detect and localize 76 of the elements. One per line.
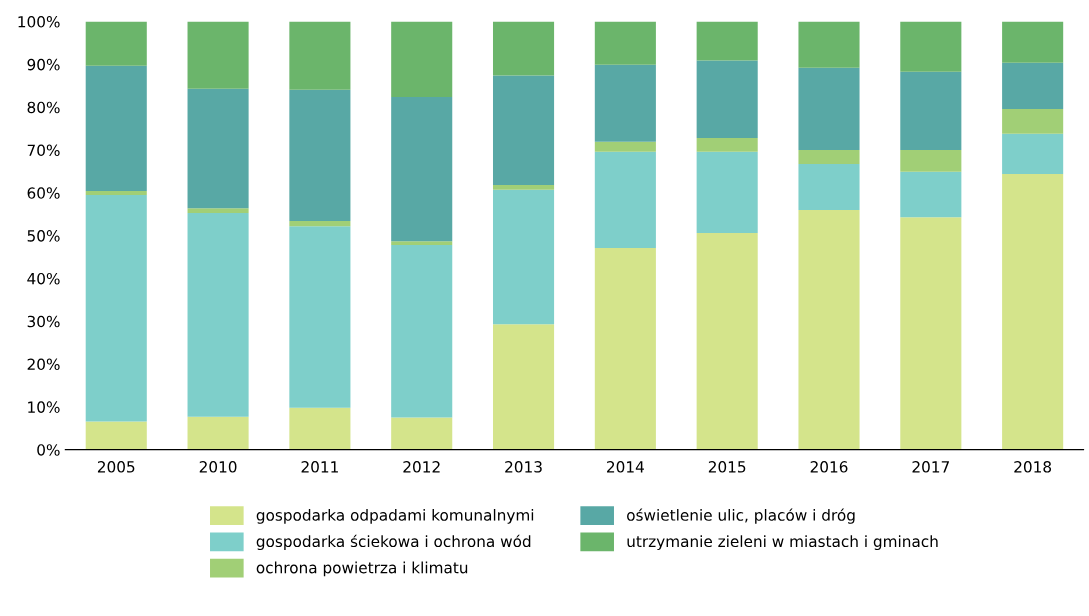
bar (900, 171, 962, 218)
bar (696, 233, 758, 450)
legend-label: ochrona powietrza i klimatu (256, 561, 468, 577)
bar (1002, 21, 1064, 63)
bar (594, 21, 656, 65)
bar (1002, 108, 1064, 134)
bar (85, 191, 147, 195)
y-tick-label: 50% (27, 230, 60, 242)
bar (187, 416, 249, 450)
y-tick-label: 100% (18, 16, 60, 28)
bar (187, 88, 249, 209)
bar (798, 67, 860, 150)
x-tick-label: 2017 (912, 461, 949, 473)
bar (798, 164, 860, 210)
x-tick-label: 2014 (607, 461, 644, 473)
y-tick-label: 80% (27, 101, 60, 114)
bar (289, 407, 351, 450)
x-tick-label: 2012 (403, 461, 440, 473)
bar (85, 65, 147, 192)
y-tick-label: 40% (27, 272, 60, 285)
y-tick-label: 0% (37, 444, 60, 456)
bar (289, 89, 351, 222)
x-tick-label: 2010 (199, 461, 237, 473)
y-tick-label: 70% (27, 144, 60, 157)
x-tick-label: 2015 (708, 461, 746, 473)
bar (187, 212, 249, 417)
bar (391, 245, 453, 418)
bar (696, 60, 758, 139)
x-tick-label: 2011 (301, 461, 338, 473)
bar (391, 21, 453, 97)
x-tick-label: 2005 (97, 461, 135, 473)
bar (492, 185, 555, 190)
x-tick-label: 2016 (810, 461, 848, 473)
legend-label: gospodarka odpadami komunalnymi (256, 508, 534, 524)
bar (85, 21, 147, 66)
y-tick-label: 30% (27, 315, 60, 328)
bar (594, 151, 656, 249)
bar (798, 150, 860, 165)
bar (798, 21, 860, 68)
bar (1002, 133, 1064, 174)
legend-label: oświetlenie ulic, placów i dróg (627, 508, 855, 524)
bar (696, 21, 758, 61)
legend-label: utrzymanie zieleni w miastach i gminach (627, 535, 938, 551)
bar (492, 324, 555, 450)
bar (696, 151, 758, 234)
bar (492, 75, 555, 186)
bar (492, 189, 555, 325)
bar (289, 226, 351, 408)
bar (594, 64, 656, 142)
bar (1002, 62, 1064, 109)
x-tick-label: 2018 (1014, 461, 1052, 473)
y-tick-label: 90% (27, 58, 60, 71)
bar (900, 21, 962, 72)
bar (594, 141, 656, 152)
bar (391, 241, 453, 246)
y-tick-label: 60% (27, 187, 60, 199)
x-tick-label: 2013 (505, 461, 542, 473)
legend-label: gospodarka ściekowa i ochrona wód (256, 534, 531, 551)
bar (391, 417, 453, 450)
bar (289, 21, 351, 90)
bar (85, 194, 147, 422)
bar (187, 208, 249, 213)
bar (187, 21, 249, 89)
bar (696, 138, 758, 152)
y-tick-label: 20% (27, 358, 60, 371)
bar (900, 150, 962, 172)
bar (900, 71, 962, 150)
bar (289, 221, 351, 227)
bar (492, 21, 555, 76)
bar (85, 421, 147, 450)
y-tick-label: 10% (28, 401, 60, 413)
bar (594, 248, 656, 450)
bar (900, 217, 962, 450)
bar (391, 96, 453, 242)
bar (1002, 173, 1064, 450)
bar (798, 209, 860, 450)
